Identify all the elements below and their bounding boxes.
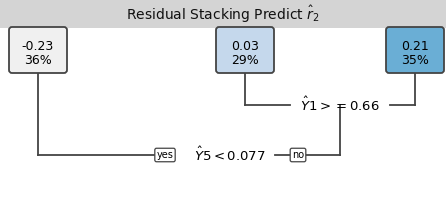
Text: yes: yes xyxy=(157,150,173,160)
Text: $\hat{Y}1 >= 0.66$: $\hat{Y}1 >= 0.66$ xyxy=(300,96,380,114)
Text: 36%: 36% xyxy=(24,53,52,67)
FancyBboxPatch shape xyxy=(216,27,274,73)
Text: Residual Stacking Predict $\hat{r}_2$: Residual Stacking Predict $\hat{r}_2$ xyxy=(126,3,320,25)
Text: -0.23: -0.23 xyxy=(22,40,54,52)
Text: no: no xyxy=(292,150,304,160)
Text: 0.21: 0.21 xyxy=(401,40,429,52)
FancyBboxPatch shape xyxy=(0,0,446,28)
Text: $\hat{Y}5 < 0.077$: $\hat{Y}5 < 0.077$ xyxy=(194,146,266,164)
FancyBboxPatch shape xyxy=(386,27,444,73)
Text: 0.03: 0.03 xyxy=(231,40,259,52)
Text: 29%: 29% xyxy=(231,53,259,67)
Text: 35%: 35% xyxy=(401,53,429,67)
FancyBboxPatch shape xyxy=(9,27,67,73)
